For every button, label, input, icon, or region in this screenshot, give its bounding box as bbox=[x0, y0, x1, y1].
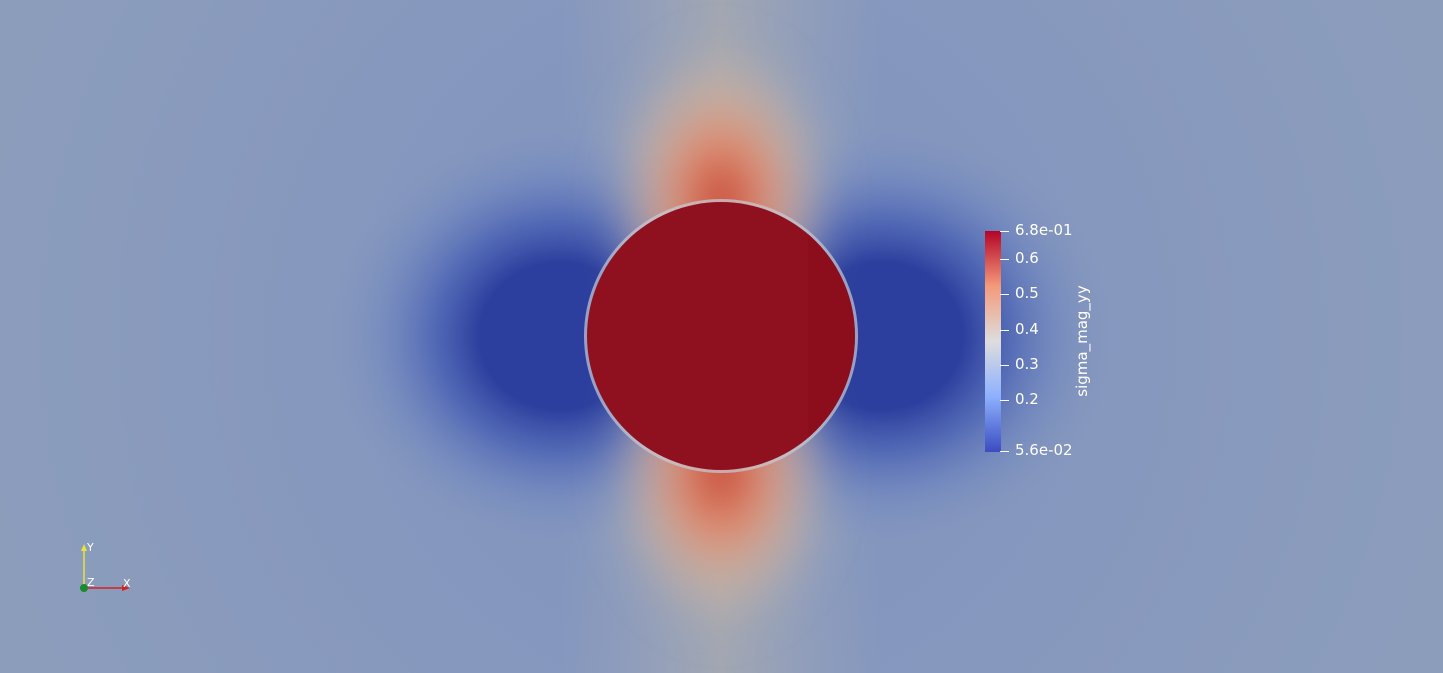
scalar-bar-tick-label: 6.8e-01 bbox=[1015, 221, 1073, 239]
scalar-bar-tick-mark bbox=[1000, 294, 1009, 295]
scalar-bar-tick-label: 0.4 bbox=[1015, 320, 1039, 338]
axis-label-x: X bbox=[123, 577, 131, 590]
scalar-bar-tick-mark bbox=[1000, 330, 1009, 331]
scalar-bar-tick-mark bbox=[1000, 231, 1009, 232]
scalar-bar-tick-label: 0.6 bbox=[1015, 249, 1039, 267]
orientation-axes-widget: Y X Z bbox=[70, 538, 140, 598]
scalar-bar-tick-label: 0.2 bbox=[1015, 390, 1039, 408]
orientation-axes-icon bbox=[80, 544, 130, 592]
scalar-bar-tick-mark bbox=[1000, 451, 1009, 452]
scalar-bar-tick-mark bbox=[1000, 259, 1009, 260]
inclusion-disk bbox=[587, 202, 855, 470]
axis-label-z: Z bbox=[87, 576, 95, 589]
scalar-bar-tick-label: 0.5 bbox=[1015, 284, 1039, 302]
scalar-bar-tick-label: 0.3 bbox=[1015, 355, 1039, 373]
scalar-bar-tick-mark bbox=[1000, 400, 1009, 401]
axis-label-y: Y bbox=[87, 541, 94, 554]
scalar-bar-tick-mark bbox=[1000, 365, 1009, 366]
scalar-bar-colorbar bbox=[985, 231, 1001, 452]
scalar-bar-tick-label: 5.6e-02 bbox=[1015, 441, 1073, 459]
scalar-bar-title: sigma_mag_yy bbox=[1073, 285, 1091, 397]
